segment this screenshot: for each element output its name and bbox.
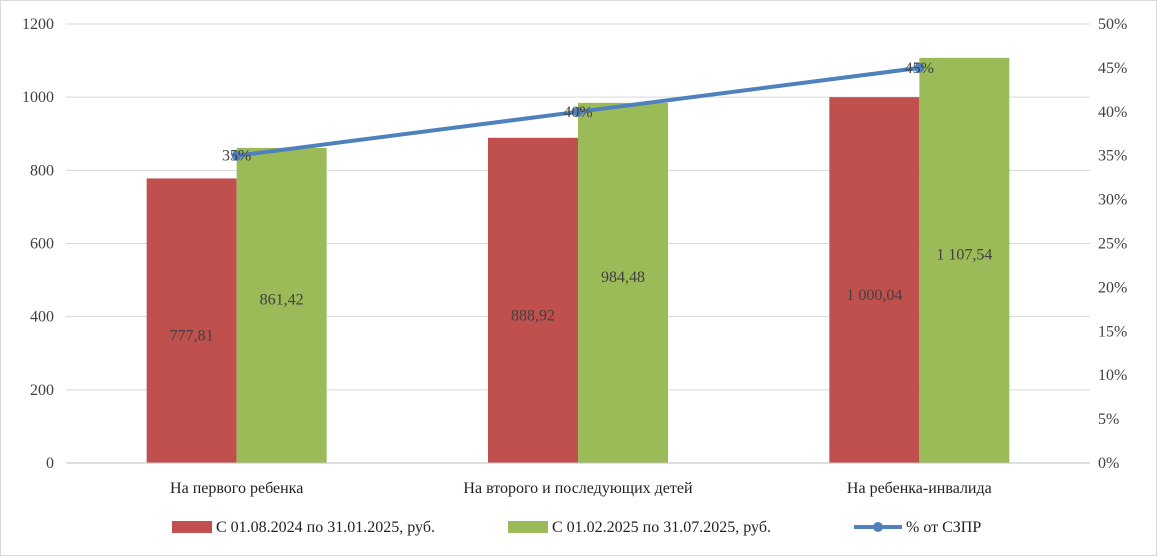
bar-data-label: 861,42 bbox=[260, 291, 304, 308]
y2-tick-label: 0% bbox=[1098, 455, 1119, 472]
y2-tick-label: 35% bbox=[1098, 148, 1127, 165]
category-label: На ребенка-инвалида bbox=[847, 480, 992, 497]
y2-tick-label: 50% bbox=[1098, 16, 1127, 33]
category-label: На второго и последующих детей bbox=[463, 480, 693, 497]
bar-data-label: 777,81 bbox=[170, 328, 214, 345]
bar bbox=[236, 147, 327, 464]
bar bbox=[919, 57, 1010, 463]
line-data-label: 40% bbox=[563, 104, 592, 121]
legend-label: С 01.08.2024 по 31.01.2025, руб. bbox=[216, 519, 435, 536]
y-tick-label: 800 bbox=[30, 162, 54, 179]
y2-tick-label: 25% bbox=[1098, 236, 1127, 253]
legend-swatch bbox=[508, 521, 548, 533]
line-data-label: 45% bbox=[905, 60, 934, 77]
bar-data-label: 888,92 bbox=[511, 307, 555, 324]
bar-data-label: 984,48 bbox=[601, 269, 645, 286]
line-point bbox=[573, 106, 583, 117]
y2-tick-label: 30% bbox=[1098, 192, 1127, 209]
line-point bbox=[231, 150, 242, 161]
y2-tick-label: 20% bbox=[1098, 279, 1127, 296]
y-tick-label: 200 bbox=[30, 382, 54, 399]
y-tick-label: 1000 bbox=[22, 89, 54, 106]
y2-tick-label: 10% bbox=[1098, 367, 1127, 384]
bar bbox=[578, 102, 668, 464]
bar-data-label: 1 107,54 bbox=[936, 246, 992, 263]
legend-label: % от СЗПР bbox=[906, 519, 981, 536]
bar bbox=[488, 137, 578, 463]
legend-swatch bbox=[172, 521, 212, 533]
y-tick-label: 1200 bbox=[22, 16, 54, 33]
line-data-label: 35% bbox=[222, 148, 251, 165]
y-tick-label: 600 bbox=[30, 236, 54, 253]
bar-data-label: 1 000,04 bbox=[846, 287, 902, 304]
bar bbox=[829, 97, 920, 463]
legend-marker bbox=[873, 522, 883, 532]
category-label: На первого ребенка bbox=[170, 480, 303, 497]
y-tick-label: 0 bbox=[46, 455, 54, 472]
y-tick-label: 400 bbox=[30, 309, 54, 326]
bar bbox=[146, 178, 237, 463]
y2-tick-label: 5% bbox=[1098, 411, 1119, 428]
y2-tick-label: 45% bbox=[1098, 60, 1127, 77]
y2-tick-label: 15% bbox=[1098, 323, 1127, 340]
y2-tick-label: 40% bbox=[1098, 104, 1127, 121]
legend-label: С 01.02.2025 по 31.07.2025, руб. bbox=[552, 519, 771, 536]
line-point bbox=[914, 62, 925, 73]
